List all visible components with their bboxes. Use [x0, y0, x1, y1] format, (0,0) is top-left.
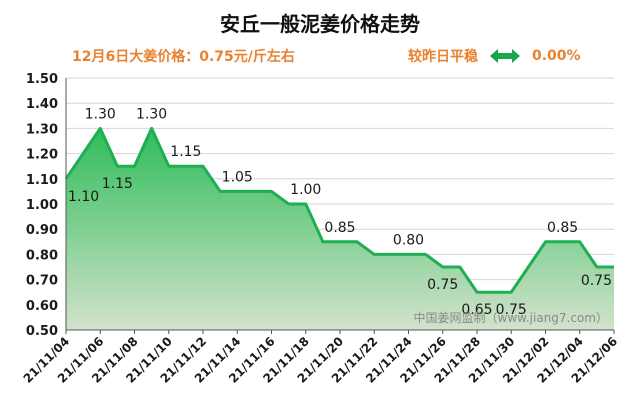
- data-label: 1.10: [68, 189, 99, 205]
- trend-label: 较昨日平稳: [408, 49, 478, 65]
- data-label: 1.05: [222, 169, 253, 185]
- y-tick-label: 1.30: [26, 122, 58, 137]
- y-tick-label: 1.10: [26, 173, 58, 188]
- y-tick-label: 0.90: [26, 223, 58, 238]
- data-label: 1.15: [170, 144, 201, 160]
- data-label: 1.15: [102, 176, 133, 192]
- data-label: 0.75: [496, 302, 527, 318]
- area-layer: [64, 126, 614, 330]
- y-tick-label: 0.60: [26, 299, 58, 314]
- y-tick-label: 1.40: [26, 97, 58, 112]
- data-label: 0.65: [461, 302, 492, 318]
- price-area: [66, 128, 614, 330]
- y-tick-label: 1.50: [26, 72, 58, 87]
- watermark: 中国姜网监制（www.jiang7.com）: [414, 310, 608, 325]
- y-tick-label: 0.80: [26, 248, 58, 263]
- trend-summary: 较昨日平稳 0.00%: [408, 46, 581, 66]
- price-summary: 12月6日大姜价格：0.75元/斤左右: [72, 49, 295, 65]
- y-tick-label: 0.50: [26, 324, 58, 339]
- data-label: 0.75: [581, 273, 612, 289]
- y-tick-label: 1.20: [26, 148, 58, 163]
- data-label: 0.75: [427, 277, 458, 293]
- data-label: 0.80: [393, 232, 424, 248]
- data-label: 1.30: [136, 106, 167, 122]
- double-arrow-icon: [490, 49, 520, 63]
- trend-value: 0.00%: [532, 48, 581, 64]
- data-label: 0.85: [547, 220, 578, 236]
- y-tick-label: 0.70: [26, 274, 58, 289]
- data-label: 1.00: [290, 182, 321, 198]
- data-label-layer: 1.10 1.30 1.15 1.30 1.15 1.05 1.00 0.85 0.80 0.75…: [68, 106, 612, 318]
- data-label: 1.30: [85, 106, 116, 122]
- y-tick-label: 1.00: [26, 198, 58, 213]
- data-label: 0.85: [324, 220, 355, 236]
- price-line: [64, 126, 614, 294]
- chart-title: 安丘一般泥姜价格走势: [220, 12, 420, 36]
